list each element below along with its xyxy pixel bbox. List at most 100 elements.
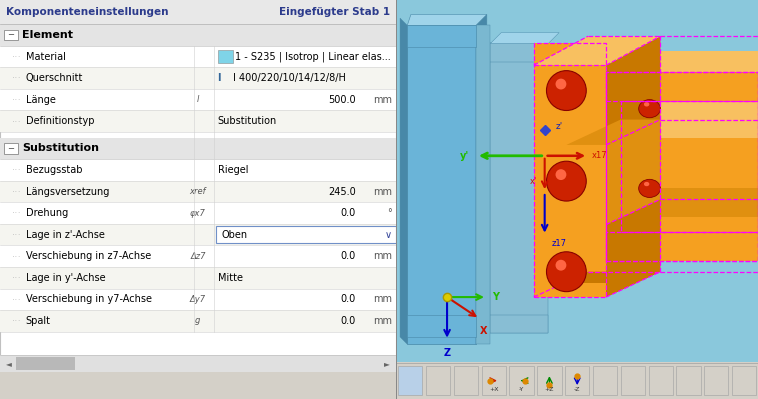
- Polygon shape: [606, 120, 660, 225]
- Bar: [398, 366, 422, 395]
- Bar: [407, 26, 476, 344]
- Text: Δy7: Δy7: [190, 295, 206, 304]
- Bar: [0, 245, 396, 267]
- Text: ···: ···: [12, 318, 22, 324]
- Text: Definitionstyp: Definitionstyp: [26, 116, 94, 126]
- Ellipse shape: [639, 179, 660, 198]
- Text: Z: Z: [443, 348, 450, 358]
- Bar: [407, 26, 476, 47]
- Bar: [0, 267, 396, 288]
- Text: 0.0: 0.0: [341, 316, 356, 326]
- Text: Y: Y: [492, 292, 500, 302]
- Text: ···: ···: [12, 97, 22, 102]
- Text: 0.0: 0.0: [341, 208, 356, 218]
- Circle shape: [556, 169, 566, 180]
- Text: mm: mm: [373, 316, 392, 326]
- Bar: [476, 26, 490, 344]
- Polygon shape: [534, 272, 660, 297]
- Text: Substitution: Substitution: [22, 143, 99, 153]
- Bar: [481, 366, 506, 395]
- Bar: [606, 73, 758, 101]
- Text: mm: mm: [373, 186, 392, 197]
- Text: 500.0: 500.0: [328, 95, 356, 105]
- Bar: [0, 46, 396, 67]
- Text: mm: mm: [373, 95, 392, 105]
- Bar: [534, 282, 606, 297]
- Bar: [0, 202, 396, 224]
- Text: −: −: [8, 30, 14, 40]
- Text: -Z: -Z: [574, 387, 581, 392]
- Text: z17: z17: [552, 239, 567, 248]
- Bar: [534, 43, 606, 297]
- Bar: [676, 366, 700, 395]
- Bar: [426, 366, 450, 395]
- Text: ···: ···: [12, 232, 22, 237]
- Text: 245.0: 245.0: [328, 186, 356, 197]
- Text: Riegel: Riegel: [218, 165, 248, 175]
- Bar: [613, 188, 758, 217]
- Text: I 400/220/10/14/12/8/H: I 400/220/10/14/12/8/H: [233, 73, 346, 83]
- Bar: [649, 366, 673, 395]
- Circle shape: [547, 161, 586, 201]
- Text: ···: ···: [12, 119, 22, 124]
- Text: mm: mm: [373, 294, 392, 304]
- Bar: [704, 366, 728, 395]
- Text: Querschnitt: Querschnitt: [26, 73, 83, 83]
- Bar: [0, 224, 396, 245]
- Bar: [215, 226, 396, 243]
- Polygon shape: [490, 33, 559, 43]
- Text: Eingefügter Stab 1: Eingefügter Stab 1: [279, 7, 390, 17]
- Bar: [606, 73, 758, 261]
- Bar: [537, 366, 562, 395]
- Text: −: −: [8, 144, 14, 153]
- Text: ···: ···: [12, 168, 22, 172]
- Polygon shape: [407, 14, 487, 26]
- Text: ···: ···: [12, 75, 22, 81]
- Text: ∨: ∨: [384, 230, 392, 240]
- Bar: [0, 24, 396, 46]
- Text: Spalt: Spalt: [26, 316, 51, 326]
- Text: Mitte: Mitte: [218, 273, 243, 283]
- Text: Δz7: Δz7: [190, 252, 205, 261]
- Bar: [490, 315, 548, 333]
- Text: Drehung: Drehung: [26, 208, 68, 218]
- Text: ···: ···: [12, 54, 22, 59]
- Text: X: X: [480, 326, 487, 336]
- Polygon shape: [534, 36, 660, 65]
- Bar: [0, 89, 396, 111]
- Text: z': z': [556, 122, 562, 131]
- Polygon shape: [476, 14, 487, 344]
- Bar: [613, 73, 758, 101]
- Text: Lage in y'-Achse: Lage in y'-Achse: [26, 273, 105, 283]
- Text: °: °: [387, 208, 392, 218]
- Text: x17: x17: [592, 151, 607, 160]
- Text: g: g: [195, 316, 201, 326]
- Text: Verschiebung in z7-Achse: Verschiebung in z7-Achse: [26, 251, 151, 261]
- Bar: [407, 315, 476, 337]
- Bar: [0, 159, 396, 181]
- Polygon shape: [566, 120, 660, 145]
- Bar: [613, 232, 758, 261]
- Text: +Z: +Z: [545, 387, 554, 392]
- Text: Element: Element: [22, 30, 73, 40]
- Ellipse shape: [644, 182, 650, 186]
- Text: xref: xref: [190, 187, 206, 196]
- Text: x': x': [530, 177, 537, 186]
- Bar: [534, 43, 606, 297]
- Text: ◄: ◄: [6, 359, 12, 368]
- Text: l: l: [196, 95, 199, 104]
- Text: +X: +X: [489, 387, 499, 392]
- Text: Bezugsstab: Bezugsstab: [26, 165, 82, 175]
- Bar: [454, 366, 478, 395]
- Text: ►: ►: [384, 359, 390, 368]
- Bar: [4, 30, 17, 40]
- Text: 0.0: 0.0: [341, 251, 356, 261]
- Text: ···: ···: [12, 297, 22, 302]
- Ellipse shape: [644, 102, 650, 107]
- Bar: [613, 73, 758, 261]
- Text: ···: ···: [12, 211, 22, 215]
- Bar: [490, 43, 548, 61]
- Text: -Y: -Y: [519, 387, 525, 392]
- Bar: [606, 232, 758, 261]
- Text: ···: ···: [12, 189, 22, 194]
